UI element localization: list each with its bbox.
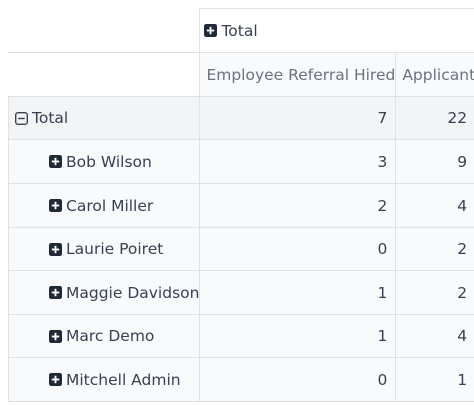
cell-employee-referral-hired[interactable]: 3 <box>199 139 397 184</box>
plus-square-icon[interactable] <box>49 199 62 213</box>
plus-square-icon[interactable] <box>49 155 62 169</box>
table-row: Maggie Davidson 1 2 <box>7 270 474 315</box>
table-row: Marc Demo 1 4 <box>7 314 474 358</box>
col-header-total[interactable]: Total <box>199 8 474 53</box>
row-header-label: Mitchell Admin <box>66 370 181 389</box>
cell-employee-referral-hired[interactable]: 2 <box>199 183 397 228</box>
row-header-label: Marc Demo <box>66 327 155 346</box>
table-row: Laurie Poiret 0 2 <box>7 227 474 271</box>
plus-square-icon[interactable] <box>49 242 62 256</box>
cell-applicant[interactable]: 2 <box>395 270 474 315</box>
row-header-label: Bob Wilson <box>66 152 152 171</box>
table-row: Mitchell Admin 0 1 <box>7 357 474 402</box>
row-header-total[interactable]: Total <box>7 96 201 140</box>
measure-header-employee-referral-hired[interactable]: Employee Referral Hired <box>199 52 397 97</box>
cell-employee-referral-hired[interactable]: 0 <box>199 357 397 402</box>
col-header-label: Total <box>221 21 258 40</box>
plus-square-icon[interactable] <box>49 286 62 300</box>
row-header-carol-miller[interactable]: Carol Miller <box>7 183 201 228</box>
measure-header-applicant[interactable]: Applicant <box>395 52 474 97</box>
row-header-marc-demo[interactable]: Marc Demo <box>7 314 201 358</box>
cell-applicant[interactable]: 4 <box>395 183 474 228</box>
table-row: Total 7 22 <box>7 96 474 140</box>
row-header-label: Total <box>32 109 69 128</box>
minus-square-icon[interactable] <box>15 111 28 125</box>
row-header-maggie-davidson[interactable]: Maggie Davidson <box>7 270 201 315</box>
row-header-bob-wilson[interactable]: Bob Wilson <box>7 139 201 184</box>
cell-applicant[interactable]: 9 <box>395 139 474 184</box>
pivot-corner <box>8 8 201 53</box>
cell-employee-referral-hired[interactable]: 1 <box>199 314 397 358</box>
pivot-corner-2 <box>8 52 201 97</box>
plus-square-icon[interactable] <box>49 329 62 343</box>
cell-total-employee-referral-hired[interactable]: 7 <box>199 96 397 140</box>
row-header-laurie-poiret[interactable]: Laurie Poiret <box>7 227 201 271</box>
row-header-label: Carol Miller <box>66 196 154 215</box>
cell-total-applicant[interactable]: 22 <box>395 96 474 140</box>
pivot-table: Total Employee Referral Hired Applicant … <box>7 8 474 402</box>
row-header-label: Laurie Poiret <box>66 240 164 259</box>
cell-employee-referral-hired[interactable]: 0 <box>199 227 397 271</box>
cell-applicant[interactable]: 1 <box>395 357 474 402</box>
table-row: Bob Wilson 3 9 <box>7 139 474 184</box>
cell-applicant[interactable]: 2 <box>395 227 474 271</box>
cell-employee-referral-hired[interactable]: 1 <box>199 270 397 315</box>
plus-square-icon[interactable] <box>204 24 218 38</box>
plus-square-icon[interactable] <box>49 373 62 387</box>
row-header-label: Maggie Davidson <box>66 283 200 302</box>
table-row: Carol Miller 2 4 <box>7 183 474 228</box>
cell-applicant[interactable]: 4 <box>395 314 474 358</box>
row-header-mitchell-admin[interactable]: Mitchell Admin <box>7 357 201 402</box>
